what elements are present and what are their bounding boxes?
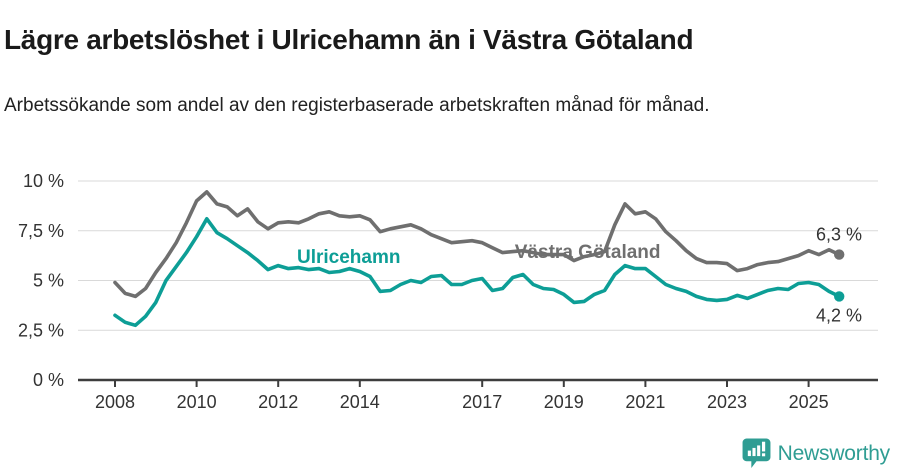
- series-end-dot-v-stra-g-taland: [834, 249, 845, 260]
- y-tick-label: 0 %: [33, 370, 64, 390]
- end-value-label-v-stra-g-taland: 6,3 %: [816, 225, 862, 245]
- brand-name: Newsworthy: [777, 441, 891, 465]
- y-tick-label: 5 %: [33, 271, 64, 291]
- series-label-v-stra-g-taland: Västra Götaland: [515, 242, 661, 263]
- chart-title: Lägre arbetslöshet i Ulricehamn än i Väs…: [4, 23, 694, 55]
- logo-bar-2: [752, 447, 756, 457]
- logo-bar-1: [747, 450, 751, 457]
- series-line-ulricehamn: [113, 216, 842, 328]
- chart-subtitle: Arbetssökande som andel av den registerb…: [4, 95, 710, 116]
- line-chart: 0 % 2,5 % 5 % 7,5 % 10 % 2008 2010 2012 2014 2017…: [18, 171, 878, 412]
- series-line-v-stra-g-taland: [113, 190, 842, 299]
- logo-bubble-shape: [742, 438, 771, 468]
- x-tick-label: 2017: [462, 392, 502, 412]
- x-tick-label: 2008: [95, 392, 135, 412]
- series-end-dot-ulricehamn: [834, 291, 845, 302]
- series-label-ulricehamn: Ulricehamn: [297, 247, 400, 268]
- brand-footer: Newsworthy: [742, 438, 890, 469]
- x-tick-label: 2025: [789, 392, 829, 412]
- logo-exclamation-dot: [761, 453, 765, 457]
- x-tick-label: 2019: [544, 392, 584, 412]
- x-tick-label: 2021: [625, 392, 665, 412]
- x-tick-label: 2023: [707, 392, 747, 412]
- y-tick-label: 2,5 %: [18, 320, 64, 340]
- newsworthy-logo-icon: [742, 438, 771, 468]
- y-tick-label: 10 %: [23, 171, 64, 191]
- y-tick-label: 7,5 %: [18, 221, 64, 241]
- x-tick-label: 2014: [340, 392, 380, 412]
- logo-exclamation-bar: [761, 441, 765, 452]
- x-tick-label: 2010: [177, 392, 217, 412]
- logo-bar-3: [756, 445, 760, 457]
- end-value-label-ulricehamn: 4,2 %: [816, 305, 862, 325]
- x-tick-label: 2012: [258, 392, 298, 412]
